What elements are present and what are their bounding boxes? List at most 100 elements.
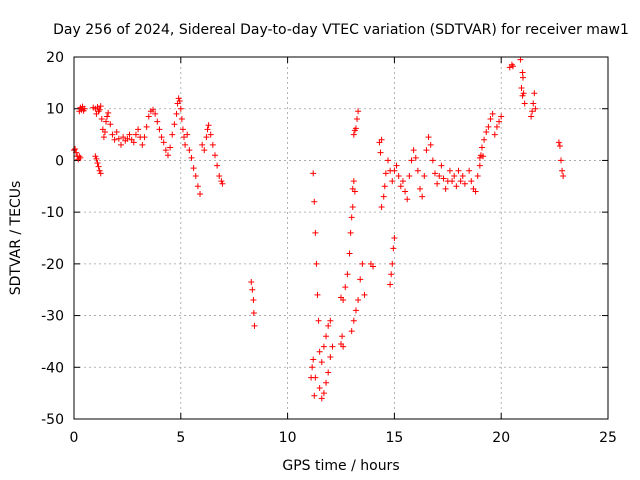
data-point <box>318 359 325 366</box>
data-point <box>316 384 323 391</box>
data-point <box>359 260 366 267</box>
data-point <box>425 134 432 141</box>
data-point <box>487 116 494 123</box>
data-point <box>312 229 319 236</box>
data-point <box>389 178 396 185</box>
data-point <box>158 134 165 141</box>
data-point <box>412 154 419 161</box>
data-point <box>370 263 377 270</box>
y-tick-label: -20 <box>41 257 64 273</box>
data-point <box>474 172 481 179</box>
data-point <box>251 322 258 329</box>
data-point <box>164 152 171 159</box>
data-point <box>203 134 210 141</box>
data-point <box>190 165 197 172</box>
data-point <box>438 162 445 169</box>
data-point <box>315 317 322 324</box>
data-point <box>152 110 159 117</box>
data-point <box>154 118 161 125</box>
data-point <box>449 178 456 185</box>
data-point <box>100 134 107 141</box>
data-point <box>453 183 460 190</box>
data-point <box>310 356 317 363</box>
grid <box>74 57 608 419</box>
data-point <box>361 291 368 298</box>
y-tick-label: 20 <box>46 50 64 66</box>
data-point <box>167 144 174 151</box>
data-point <box>327 317 334 324</box>
data-point <box>109 131 116 138</box>
data-point <box>130 139 137 146</box>
data-point <box>342 284 349 291</box>
data-point <box>96 167 103 174</box>
data-point <box>105 109 112 116</box>
data-point <box>104 113 111 120</box>
data-point <box>194 183 201 190</box>
data-point <box>101 128 108 135</box>
data-point <box>314 291 321 298</box>
data-point <box>184 131 191 138</box>
plot-frame <box>73 56 609 420</box>
data-point <box>378 136 385 143</box>
data-point <box>476 162 483 169</box>
data-point <box>520 90 527 97</box>
data-point <box>419 193 426 200</box>
data-point <box>316 348 323 355</box>
data-point <box>103 118 110 125</box>
data-point <box>113 128 120 135</box>
data-point <box>397 183 404 190</box>
data-point <box>390 245 397 252</box>
data-point <box>491 131 498 138</box>
y-tick-label: -10 <box>41 205 64 221</box>
data-point <box>349 203 356 210</box>
data-point <box>344 271 351 278</box>
data-point <box>451 172 458 179</box>
data-point <box>348 328 355 335</box>
data-point <box>249 286 256 293</box>
data-point <box>141 134 148 141</box>
data-point <box>404 196 411 203</box>
data-point <box>209 141 216 148</box>
data-point <box>440 175 447 182</box>
data-point <box>132 131 139 138</box>
data-point <box>117 141 124 148</box>
data-point <box>410 147 417 154</box>
data-point <box>216 172 223 179</box>
data-point <box>169 131 176 138</box>
data-point <box>459 172 466 179</box>
data-point <box>406 172 413 179</box>
data-point <box>320 390 327 397</box>
data-point <box>192 172 199 179</box>
data-point <box>325 369 332 376</box>
data-point <box>399 178 406 185</box>
y-tick-label: -30 <box>41 309 64 325</box>
data-point <box>97 103 104 110</box>
data-point <box>329 343 336 350</box>
data-point <box>320 343 327 350</box>
data-point <box>107 121 114 128</box>
data-point <box>323 379 330 386</box>
data-point <box>493 123 500 130</box>
data-point <box>325 322 332 329</box>
data-point <box>431 170 438 177</box>
data-point <box>391 235 398 241</box>
data-point <box>496 118 503 125</box>
data-point <box>124 135 131 142</box>
data-point <box>387 281 394 288</box>
data-point <box>176 97 183 104</box>
data-point <box>391 167 398 174</box>
data-point <box>436 172 443 179</box>
data-point <box>531 90 538 97</box>
y-tick-label: 10 <box>46 102 64 118</box>
data-point <box>402 188 409 195</box>
x-tick-label: 5 <box>176 430 185 446</box>
data-point <box>250 309 257 316</box>
data-point <box>126 131 133 138</box>
data-point <box>381 183 388 190</box>
data-point <box>476 154 483 161</box>
data-point <box>559 167 566 174</box>
data-point <box>350 131 357 138</box>
data-point <box>201 147 208 154</box>
data-point <box>421 172 428 179</box>
